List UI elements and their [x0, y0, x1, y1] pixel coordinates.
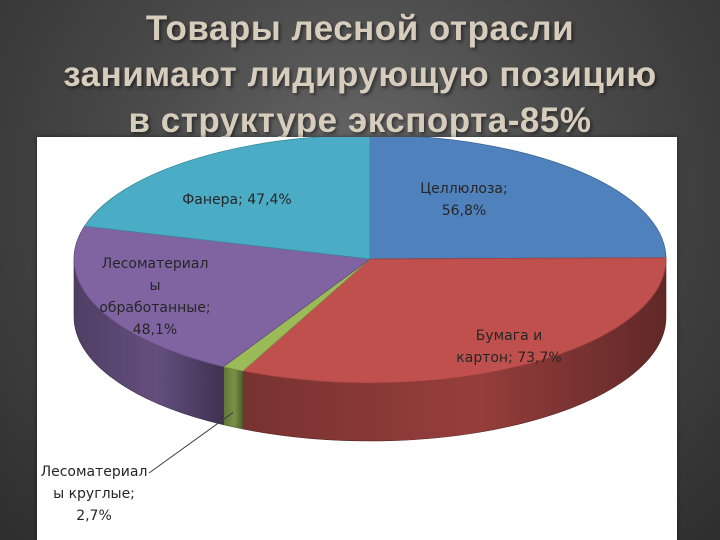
data-label-4: Фанера; 47,4%: [182, 192, 292, 208]
data-label-line: картон; 73,7%: [456, 350, 561, 366]
data-label-line: Бумага и: [476, 328, 543, 344]
pie-chart: Целлюлоза; 56,8% Бумага и картон; 73,7% Лесо…: [41, 137, 667, 524]
data-label-line: Целлюлоза;: [420, 181, 507, 197]
data-label-3: Лесоматериал ы обработанные; 48,1%: [99, 256, 210, 338]
slice-top-1: [242, 257, 667, 384]
slice-top-3: [73, 225, 372, 368]
data-label-line: Лесоматериал: [41, 464, 148, 480]
title-line-1: Товары лесной отрасли: [145, 9, 575, 48]
slice-top-0: [369, 137, 667, 260]
data-label-line: Фанера; 47,4%: [182, 192, 292, 208]
data-label-0: Целлюлоза; 56,8%: [420, 181, 507, 219]
slice-side-2: [223, 366, 244, 430]
page-title: Товары лесной отрасли занимают лидирующу…: [0, 6, 720, 144]
data-label-line: 48,1%: [133, 322, 177, 338]
data-label-line: Лесоматериал: [102, 256, 209, 272]
data-label-line: 2,7%: [76, 508, 112, 524]
data-label-2: Лесоматериал ы круглые; 2,7%: [41, 464, 148, 524]
data-label-line: ы круглые;: [53, 486, 135, 502]
data-label-1: Бумага и картон; 73,7%: [456, 328, 561, 366]
leader-line: [148, 412, 234, 474]
title-line-2: занимают лидирующую позицию: [63, 55, 657, 94]
title-line-3: в структуре экспорта-85%: [128, 101, 592, 140]
slice-top-4: [83, 137, 371, 260]
chart-panel: Целлюлоза; 56,8% Бумага и картон; 73,7% Лесо…: [37, 137, 677, 540]
data-label-line: 56,8%: [442, 203, 486, 219]
data-label-line: обработанные;: [99, 300, 210, 316]
data-label-line: ы: [149, 278, 160, 294]
